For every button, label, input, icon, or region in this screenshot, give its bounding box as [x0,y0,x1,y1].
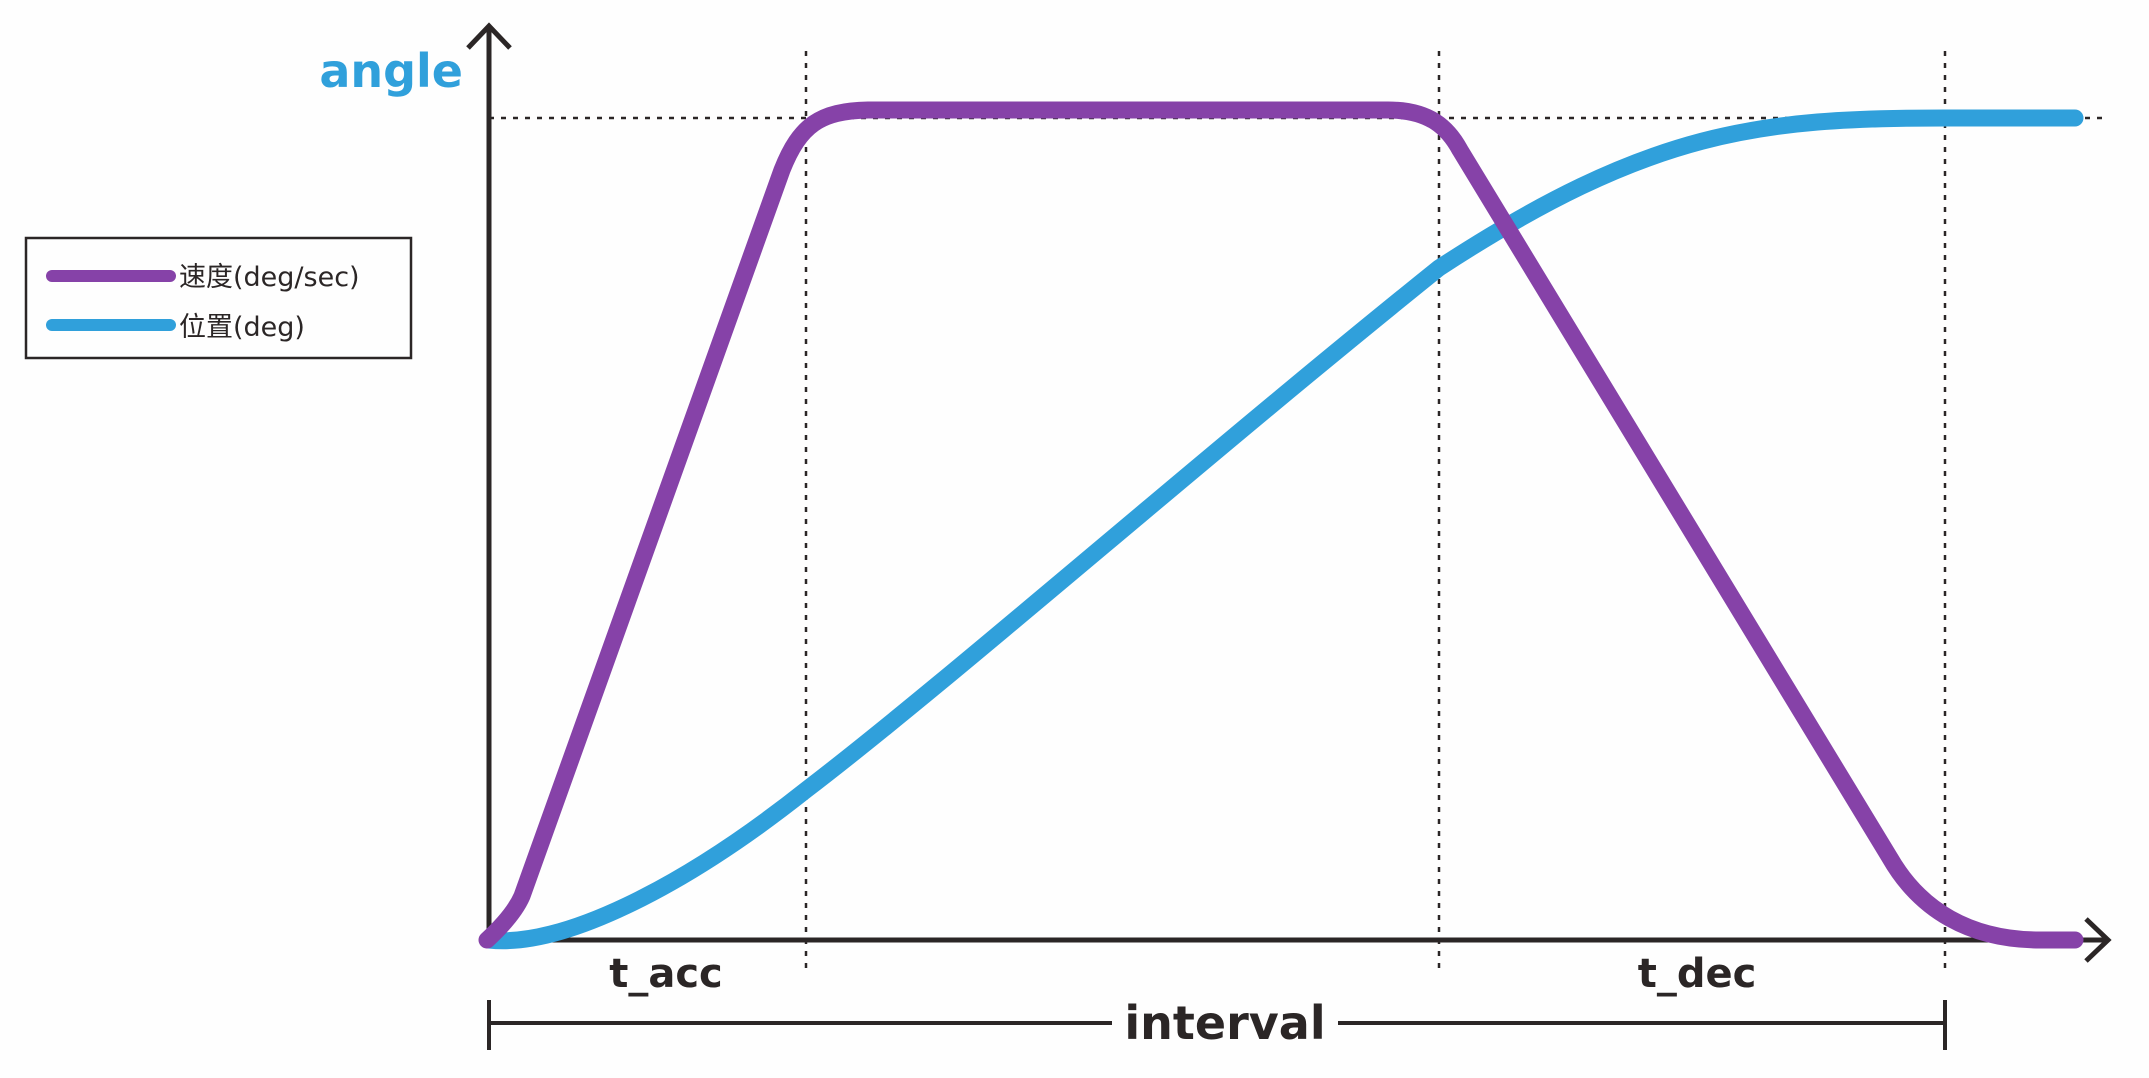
position-curve [480,109,2084,950]
interval-label: interval [1124,996,1325,1050]
legend-label-velocity: 速度(deg/sec) [179,262,360,293]
x-axis-arrow-icon [2084,917,2112,963]
y-axis-arrow-icon [466,22,512,50]
velocity-curve [478,101,2084,949]
legend-label-position: 位置(deg) [179,312,305,343]
t-acc-label: t_acc [609,951,723,997]
t-dec-label: t_dec [1638,951,1757,997]
y-axis-label: angle [319,44,463,98]
legend: 速度(deg/sec) 位置(deg) [24,236,413,360]
legend-box [24,236,413,360]
